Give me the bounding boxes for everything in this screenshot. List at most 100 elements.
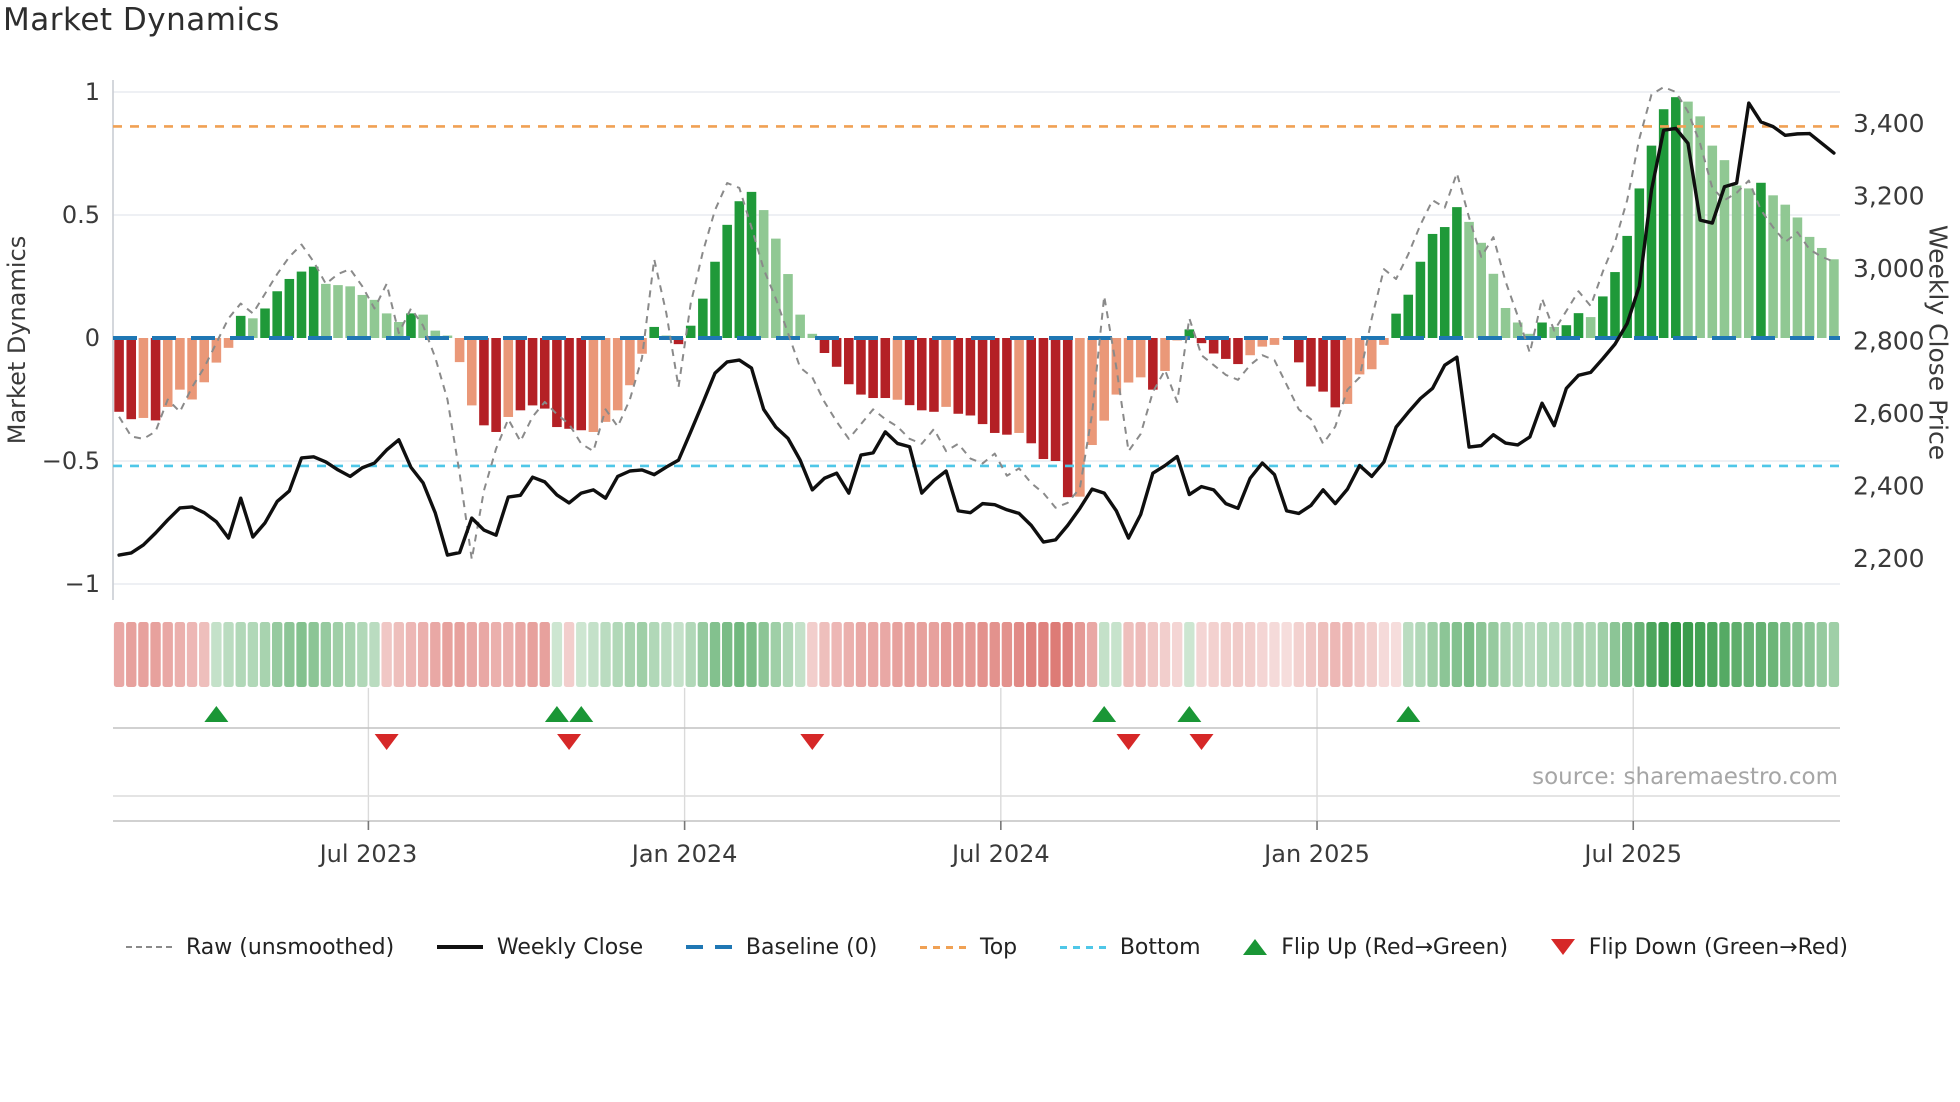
dynamics-bar bbox=[795, 314, 805, 338]
dynamics-bar bbox=[1683, 101, 1693, 339]
heatmap-cell bbox=[1099, 622, 1110, 687]
dynamics-bar bbox=[734, 201, 745, 338]
heatmap-cell bbox=[1390, 622, 1402, 687]
heatmap-cell bbox=[1244, 622, 1256, 687]
dynamics-bar bbox=[187, 338, 197, 400]
heatmap-cell bbox=[1232, 622, 1244, 687]
dynamics-bar bbox=[819, 338, 830, 354]
heatmap-cell bbox=[369, 622, 380, 687]
right-tick-label: 3,200 bbox=[1853, 182, 1925, 211]
dynamics-bar bbox=[965, 338, 976, 416]
heatmap-cell bbox=[296, 622, 307, 687]
right-tick-label: 3,400 bbox=[1853, 109, 1925, 138]
dynamics-bar bbox=[515, 338, 526, 411]
dynamics-bar bbox=[856, 338, 866, 395]
dynamics-bar bbox=[1391, 313, 1401, 338]
dynamics-bar bbox=[1585, 317, 1596, 338]
dynamics-bar bbox=[138, 338, 149, 418]
heatmap-cell bbox=[782, 622, 794, 687]
dynamics-bar bbox=[1002, 338, 1012, 435]
dynamics-bar bbox=[454, 338, 465, 363]
dynamics-bar bbox=[1634, 188, 1645, 338]
dynamics-bar bbox=[1561, 325, 1572, 338]
dynamics-bar bbox=[1610, 272, 1620, 338]
dynamics-bar bbox=[1379, 338, 1389, 345]
heatmap-cell bbox=[1719, 622, 1730, 687]
dynamics-bar bbox=[1695, 116, 1705, 338]
dynamics-bar bbox=[989, 338, 1000, 433]
heatmap-cell bbox=[1755, 622, 1767, 687]
dynamics-bar bbox=[722, 224, 732, 338]
heatmap-cell bbox=[1001, 622, 1013, 687]
heatmap-cell bbox=[515, 622, 526, 687]
heatmap-cell bbox=[697, 622, 709, 687]
heatmap-cell bbox=[1524, 622, 1536, 687]
dynamics-bar bbox=[1087, 338, 1097, 446]
dynamics-bar bbox=[1330, 338, 1341, 408]
dynamics-bar bbox=[1354, 338, 1365, 375]
dynamics-bar bbox=[1403, 294, 1414, 338]
heatmap-cell bbox=[855, 622, 867, 687]
dynamics-bar bbox=[406, 313, 416, 338]
dynamics-bar bbox=[1488, 273, 1499, 338]
heatmap-cell bbox=[1111, 622, 1122, 687]
dynamics-bar bbox=[625, 338, 635, 386]
dynamics-bar bbox=[1537, 322, 1547, 338]
bottom-line-swatch-icon bbox=[1059, 945, 1106, 949]
heatmap-cell bbox=[162, 622, 173, 687]
heatmap-cell bbox=[1135, 622, 1146, 687]
heatmap-cell bbox=[612, 622, 623, 687]
dynamics-bar bbox=[430, 330, 441, 338]
heatmap-cell bbox=[1743, 622, 1754, 687]
legend-item-weekly-close: Weekly Close bbox=[436, 935, 643, 960]
dynamics-bar bbox=[296, 271, 307, 338]
heatmap-cell bbox=[527, 622, 538, 687]
flip-up-triangle-icon bbox=[1243, 939, 1268, 955]
heatmap-cell bbox=[1171, 622, 1183, 687]
heatmap-cell bbox=[807, 622, 818, 687]
x-tick-label: Jul 2025 bbox=[1582, 840, 1682, 868]
dynamics-bar bbox=[321, 283, 331, 338]
heatmap-cell bbox=[1330, 622, 1341, 687]
left-tick-label: −0.5 bbox=[42, 447, 100, 475]
legend-label: Baseline (0) bbox=[745, 934, 878, 960]
dynamics-bar bbox=[1233, 338, 1243, 365]
dynamics-bar bbox=[1075, 338, 1085, 497]
heatmap-cell bbox=[1585, 622, 1596, 687]
heatmap-cell bbox=[721, 622, 733, 687]
dynamics-bar bbox=[916, 338, 927, 411]
x-tick-label: Jul 2024 bbox=[950, 840, 1050, 868]
dynamics-bar bbox=[1804, 236, 1815, 338]
heatmap-cell bbox=[989, 622, 1000, 687]
dynamics-bar bbox=[904, 338, 915, 406]
dynamics-bar bbox=[1439, 227, 1450, 338]
flip-down-marker bbox=[374, 734, 399, 750]
dynamics-bar bbox=[1160, 338, 1170, 371]
heatmap-cell bbox=[576, 622, 587, 687]
heatmap-cell bbox=[1427, 622, 1438, 687]
dynamics-bar bbox=[284, 278, 295, 338]
flip-down-triangle-icon bbox=[1550, 939, 1575, 955]
dynamics-bar bbox=[1123, 338, 1134, 383]
heatmap-cell bbox=[490, 622, 502, 687]
raw-line-swatch-icon bbox=[126, 946, 172, 948]
dynamics-bar bbox=[831, 338, 842, 367]
x-tick-label: Jan 2024 bbox=[630, 840, 738, 868]
heatmap-cell bbox=[1767, 622, 1779, 687]
heatmap-cell bbox=[734, 622, 745, 687]
dynamics-bar bbox=[260, 308, 270, 338]
right-tick-label: 3,000 bbox=[1853, 254, 1925, 283]
dynamics-bar bbox=[381, 313, 392, 338]
dynamics-bar bbox=[1366, 338, 1377, 370]
heatmap-cell bbox=[417, 622, 429, 687]
dynamics-bar bbox=[588, 338, 599, 432]
legend-item-bottom: Bottom bbox=[1059, 935, 1201, 960]
close-line-swatch-icon bbox=[436, 945, 483, 949]
heatmap-cell bbox=[247, 622, 259, 687]
dynamics-bar bbox=[1148, 338, 1158, 390]
heatmap-cell bbox=[661, 622, 672, 687]
heatmap-cell bbox=[1792, 622, 1803, 687]
heatmap-cell bbox=[1074, 622, 1086, 687]
